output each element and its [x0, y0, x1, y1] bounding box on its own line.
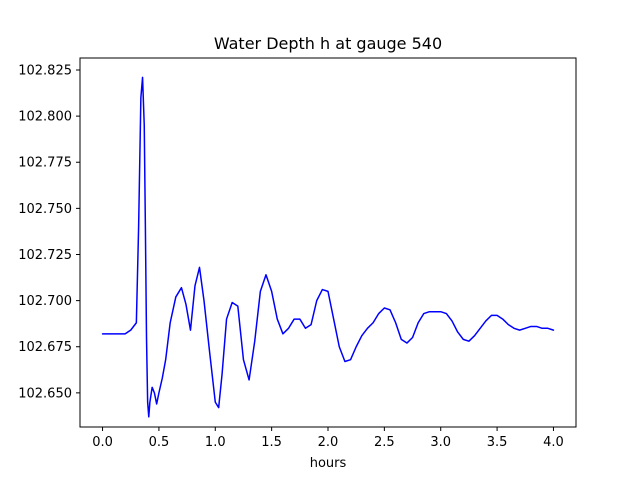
y-axis: 102.650 102.675 102.700 102.725 102.750 102.7…: [18, 63, 80, 401]
x-axis-label: hours: [310, 456, 347, 471]
x-axis: 0.0 0.5 1.0 1.5 2.0 2.5 3.0 3.5 4.0: [92, 427, 564, 450]
x-tick-label: 1.0: [205, 435, 226, 450]
series-line-0: [101, 76, 555, 418]
x-tick-label: 0.0: [92, 435, 113, 450]
x-tick-label: 1.5: [261, 435, 282, 450]
x-tick-label: 3.0: [430, 435, 451, 450]
y-tick-label: 102.825: [18, 63, 72, 78]
x-tick-label: 4.0: [543, 435, 564, 450]
x-tick-label: 3.5: [487, 435, 508, 450]
y-tick-label: 102.800: [18, 110, 72, 125]
y-tick-label: 102.750: [18, 202, 72, 217]
y-tick-label: 102.775: [18, 156, 72, 171]
y-tick-label: 102.700: [18, 294, 72, 309]
y-tick-label: 102.675: [18, 340, 72, 355]
chart-title: Water Depth h at gauge 540: [214, 34, 442, 53]
y-tick-label: 102.725: [18, 248, 72, 263]
x-tick-label: 0.5: [149, 435, 170, 450]
y-tick-label: 102.650: [18, 386, 72, 401]
x-tick-label: 2.0: [318, 435, 339, 450]
x-tick-label: 2.5: [374, 435, 395, 450]
